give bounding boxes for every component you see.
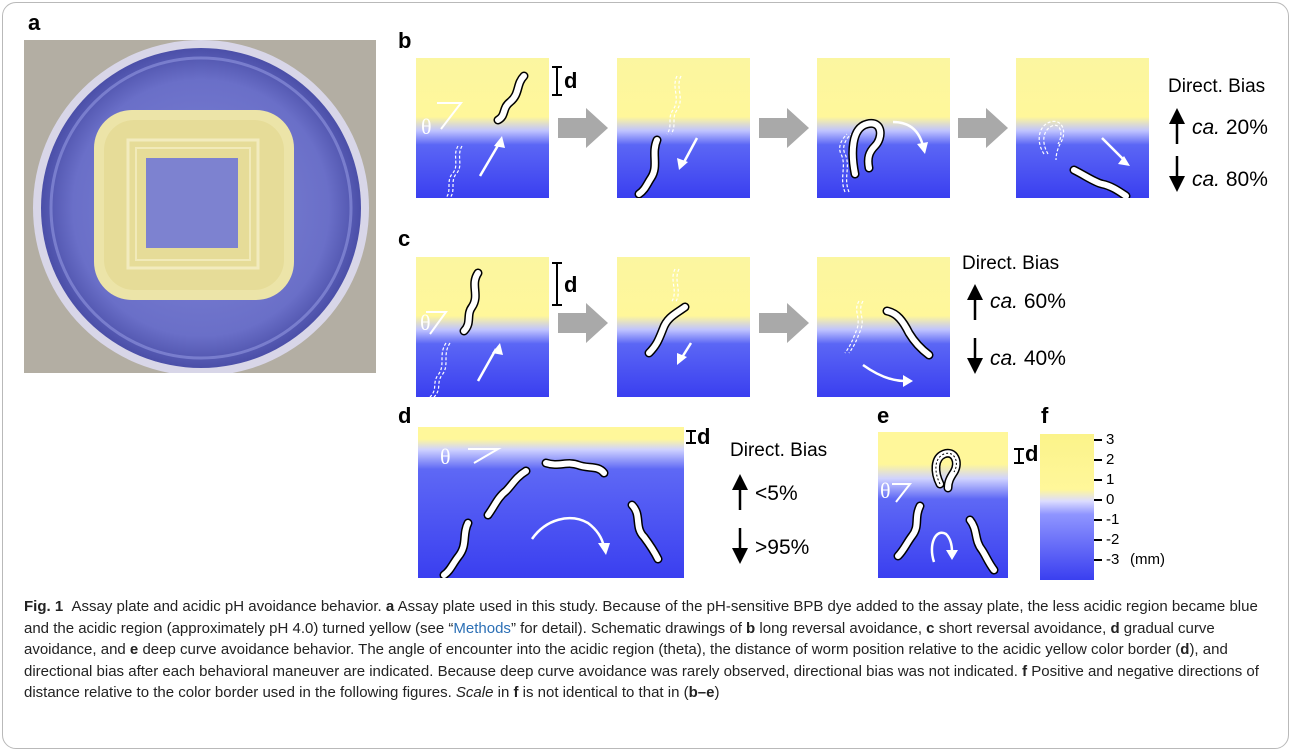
caption-ref-d: d xyxy=(1110,619,1120,637)
tile-c2 xyxy=(617,257,750,397)
tile-b3-drawing xyxy=(839,118,928,193)
theta-angle-icon xyxy=(437,102,463,130)
caption-ref-f: f xyxy=(1022,662,1028,680)
tile-b2 xyxy=(617,58,750,198)
scale-tick-label: 3 xyxy=(1106,431,1115,448)
caption-fig-label: Fig. 1 xyxy=(24,598,64,615)
tile-d xyxy=(418,427,684,578)
figure-caption: Fig. 1 Assay plate and acidic pH avoidan… xyxy=(24,598,1259,701)
caption-ref-range: b–e xyxy=(688,684,715,701)
scale-tick xyxy=(1094,519,1102,521)
panel-label-e: e xyxy=(877,403,890,428)
bias-b-up: ca. 20% xyxy=(1192,116,1268,139)
bias-d-up: <5% xyxy=(755,482,798,505)
panel-label-c: c xyxy=(398,226,411,251)
scale-tick-label: -1 xyxy=(1106,511,1120,528)
caption-ref-f2: f xyxy=(513,684,519,701)
caption-ref-a: a xyxy=(385,598,395,615)
panel-label-d: d xyxy=(398,403,412,428)
tile-d-drawing xyxy=(439,448,663,578)
scale-tick-label: 1 xyxy=(1106,471,1115,488)
next-step-arrow-icon xyxy=(958,108,1008,148)
assay-plate-photo xyxy=(24,40,376,376)
d-label: d xyxy=(1025,441,1039,466)
d-bracket xyxy=(686,430,696,444)
scale-tick xyxy=(1094,459,1102,461)
tile-e-drawing xyxy=(892,448,999,575)
scale-tick xyxy=(1094,499,1102,501)
next-step-arrow-icon xyxy=(759,108,809,148)
caption-ref-e: e xyxy=(129,641,139,658)
tile-b4-drawing xyxy=(1038,120,1131,198)
tile-b3 xyxy=(817,58,950,198)
panel-label-b: b xyxy=(398,28,412,53)
theta-symbol: θ xyxy=(421,114,432,139)
d-bracket xyxy=(552,66,562,96)
theta-angle-icon xyxy=(426,311,448,335)
tile-b1-drawing xyxy=(445,71,529,198)
scale-tick xyxy=(1094,479,1102,481)
tile-c2-drawing xyxy=(644,268,693,365)
next-step-arrow-icon xyxy=(558,108,608,148)
scale-tick-label: 2 xyxy=(1106,451,1115,468)
theta-symbol: θ xyxy=(420,310,431,335)
up-arrow-icon xyxy=(967,284,983,320)
up-arrow-icon xyxy=(1169,108,1185,144)
scale-tick-label: 0 xyxy=(1106,491,1115,508)
theta-symbol: θ xyxy=(440,444,451,469)
scale-tick xyxy=(1094,439,1102,441)
down-arrow-icon xyxy=(967,338,983,374)
tile-b1 xyxy=(416,58,549,198)
bias-d-down: >95% xyxy=(755,536,810,559)
bias-title-c: Direct. Bias xyxy=(962,253,1060,274)
d-label: d xyxy=(564,272,578,297)
distance-color-scale xyxy=(1040,434,1094,580)
next-step-arrow-icon xyxy=(558,303,608,343)
theta-symbol: θ xyxy=(880,478,891,503)
bias-c-up: ca. 60% xyxy=(990,290,1066,313)
up-arrow-icon xyxy=(732,474,748,510)
caption-scale-word: Scale xyxy=(455,684,494,701)
tile-c3 xyxy=(817,257,950,397)
d-label: d xyxy=(564,68,578,93)
next-step-arrow-icon xyxy=(759,303,809,343)
scale-tick xyxy=(1094,539,1102,541)
caption-ref-b: b xyxy=(746,619,756,637)
panel-label-a: a xyxy=(28,10,41,35)
d-bracket xyxy=(552,262,562,306)
down-arrow-icon xyxy=(1169,156,1185,192)
bias-title-d: Direct. Bias xyxy=(730,440,828,461)
bias-b-down: ca. 80% xyxy=(1192,168,1268,191)
scale-unit: (mm) xyxy=(1130,551,1165,568)
bias-title-b: Direct. Bias xyxy=(1168,76,1266,97)
scale-tick xyxy=(1094,559,1102,561)
d-bracket xyxy=(1014,448,1024,464)
caption-ref-d2: d xyxy=(1180,641,1190,658)
tile-c1-drawing xyxy=(429,268,503,397)
caption-ref-c: c xyxy=(926,619,935,637)
tile-c3-drawing xyxy=(844,300,934,387)
scale-tick-label: -3 xyxy=(1106,551,1120,568)
d-label: d xyxy=(697,424,711,449)
panel-label-f: f xyxy=(1041,403,1049,428)
tile-c1 xyxy=(416,257,549,397)
methods-link[interactable]: Methods xyxy=(453,619,511,637)
tile-e xyxy=(878,432,1008,578)
down-arrow-icon xyxy=(732,528,748,564)
bias-c-down: ca. 40% xyxy=(990,347,1066,370)
tile-b4 xyxy=(1016,58,1149,198)
scale-tick-label: -2 xyxy=(1106,531,1120,548)
tile-b2-drawing xyxy=(634,75,699,198)
caption-title: Assay plate and acidic pH avoidance beha… xyxy=(71,598,382,615)
assay-plate-drawing xyxy=(24,40,376,376)
